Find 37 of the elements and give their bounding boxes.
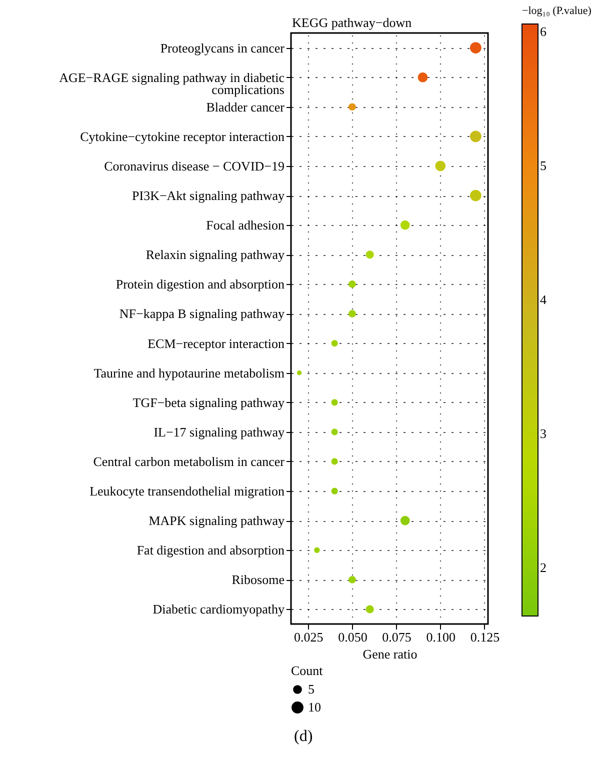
- y-tick-label: Focal adhesion: [206, 218, 285, 233]
- y-tick-label: Diabetic cardiomyopathy: [152, 602, 285, 617]
- x-tick-label: 0.075: [382, 630, 412, 644]
- color-bar-label: 5: [540, 158, 546, 173]
- y-tick-label: TGF−beta signaling pathway: [132, 394, 285, 410]
- text: (d): [294, 728, 313, 746]
- y-tick-label: Relaxin signaling pathway: [146, 247, 285, 262]
- y-tick-label: Proteoglycans in cancer: [160, 40, 286, 56]
- legend-label: 10: [308, 700, 321, 714]
- color-bar-label: 3: [540, 426, 546, 441]
- y-tick-label: NF−kappa B signaling pathway: [119, 306, 285, 322]
- color-bar-label: 6: [540, 24, 547, 40]
- color-bar-title: −log₁₀ (P.value): [522, 5, 592, 17]
- y-tick-label: Bladder cancer: [206, 99, 286, 114]
- y-tick-label: Central carbon metabolism in cancer: [93, 454, 286, 469]
- x-tick-label: 0.100: [426, 630, 456, 644]
- x-tick-label: 0.125: [470, 630, 500, 644]
- x-tick-label: 0.025: [294, 630, 324, 644]
- x-axis-title: Gene ratio: [362, 646, 418, 662]
- y-tick-label: PI3K−Akt signaling pathway: [132, 188, 285, 204]
- y-tick-label: Coronavirus disease − COVID−19: [104, 158, 284, 174]
- y-tick-label: Taurine and hypotaurine metabolism: [94, 365, 284, 380]
- y-tick-label: MAPK signaling pathway: [148, 513, 285, 528]
- color-bar-label: 4: [540, 292, 547, 307]
- y-tick-label: AGE−RAGE signaling pathway in diabetic complications: [59, 70, 285, 97]
- y-tick-label: Fat digestion and absorption: [136, 542, 285, 558]
- y-tick-label: ECM−receptor interaction: [148, 336, 285, 351]
- chart-title: KEGG pathway−down: [292, 15, 412, 31]
- y-tick-label: Leukocyte transendothelial migration: [90, 484, 285, 499]
- legend-label: 5: [308, 682, 314, 696]
- y-tick-label: Cytokine−cytokine receptor interaction: [80, 128, 285, 144]
- x-tick-label: 0.050: [338, 630, 368, 644]
- y-tick-label: IL−17 signaling pathway: [154, 424, 285, 440]
- legend-title: Count: [291, 663, 324, 678]
- y-tick-label: Ribosome: [232, 572, 285, 588]
- color-bar-label: 2: [540, 560, 546, 575]
- y-tick-label: Protein digestion and absorption: [116, 276, 285, 292]
